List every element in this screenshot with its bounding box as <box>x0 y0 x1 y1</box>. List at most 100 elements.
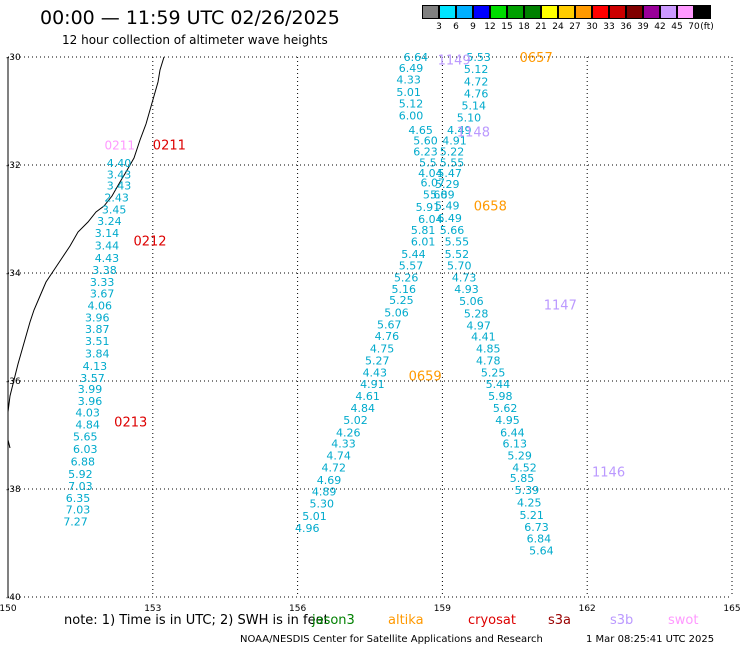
scale-label: 30 <box>586 22 598 32</box>
wave-height-value: 3.14 <box>95 227 120 240</box>
wave-height-value: 6.03 <box>73 443 98 456</box>
pass-time-label: 0213 <box>114 416 147 431</box>
wave-height-value: 5.53 <box>466 51 491 64</box>
wave-height-value: 5.64 <box>529 545 554 558</box>
wave-height-value: 3.38 <box>92 264 117 277</box>
wave-height-value: 5.52 <box>445 248 470 261</box>
wave-height-value: 5.47 <box>437 167 462 180</box>
scale-swatch <box>694 5 711 19</box>
wave-height-value: 3.67 <box>90 288 115 301</box>
wave-height-value: 4.91 <box>442 135 467 148</box>
scale-swatch <box>643 5 660 19</box>
scale-swatch <box>575 5 592 19</box>
wave-height-value: 5.12 <box>464 63 489 76</box>
wave-height-value: 5.16 <box>392 283 417 296</box>
wave-height-value: 3.33 <box>90 276 115 289</box>
wave-height-value: 6.35 <box>66 492 91 505</box>
wave-height-value: 5.10 <box>457 111 482 124</box>
generated-timestamp: 1 Mar 08:25:41 UTC 2025 <box>586 634 715 645</box>
wave-height-value: 4.49 <box>447 124 472 137</box>
scale-label: 6 <box>453 22 459 32</box>
footer-note: note: 1) Time is in UTC; 2) SWH is in fe… <box>64 613 329 628</box>
scale-swatch <box>524 5 541 19</box>
scale-swatch <box>677 5 694 19</box>
wave-height-value: 5.92 <box>68 468 93 481</box>
scale-label: 24 <box>552 22 564 32</box>
pass-time-label: 0212 <box>133 235 166 250</box>
pass-time-label: 0211 <box>105 138 136 152</box>
wave-height-value: 4.75 <box>370 343 395 356</box>
wave-height-value: 5.26 <box>394 271 419 284</box>
y-tick-label: -38 <box>6 485 21 495</box>
coastline <box>7 56 165 413</box>
wave-height-value: 4.72 <box>464 75 489 88</box>
wave-height-value: 2.43 <box>104 191 129 204</box>
scale-unit: (ft) <box>700 22 714 32</box>
scale-label: 12 <box>484 22 496 32</box>
x-tick-label: 153 <box>144 604 161 614</box>
scale-swatch <box>626 5 643 19</box>
wave-height-value: 5.57 <box>399 259 424 272</box>
scale-swatch <box>592 5 609 19</box>
pass-time-label: 1146 <box>592 466 625 481</box>
pass-time-label: 0657 <box>520 51 553 66</box>
wave-height-value: 4.69 <box>317 474 342 487</box>
wave-height-value: 5.39 <box>515 484 540 497</box>
wave-height-value: 4.76 <box>375 330 400 343</box>
wave-height-value: 5.89 <box>430 189 455 202</box>
scale-swatch <box>473 5 490 19</box>
wave-height-value: 4.03 <box>75 406 100 419</box>
wave-height-value: 4.78 <box>476 354 501 367</box>
scale-label: 70 <box>688 22 700 32</box>
x-tick-label: 162 <box>579 604 596 614</box>
scale-label: 18 <box>518 22 530 32</box>
wave-height-value: 4.76 <box>464 88 489 101</box>
wave-height-value: 4.85 <box>476 343 501 356</box>
wave-height-value: 5.66 <box>440 224 465 237</box>
wave-height-value: 4.73 <box>452 271 477 284</box>
scale-label: 45 <box>671 22 683 32</box>
x-tick-label: 156 <box>289 604 306 614</box>
wave-height-value: 5.28 <box>464 308 489 321</box>
wave-height-value: 4.65 <box>408 124 433 137</box>
wave-height-value: 5.25 <box>481 366 506 379</box>
pass-time-label: 1147 <box>544 298 577 313</box>
wave-height-value: 4.25 <box>517 497 542 510</box>
scale-swatch <box>609 5 626 19</box>
wave-height-value: 3.96 <box>78 395 103 408</box>
y-tick-label: -40 <box>6 593 21 603</box>
wave-height-value: 4.89 <box>312 486 337 499</box>
wave-height-value: 5.06 <box>384 306 409 319</box>
wave-height-value: 5.55 <box>440 156 465 169</box>
wave-height-value: 4.33 <box>396 74 421 87</box>
scale-swatch <box>660 5 677 19</box>
y-tick-label: -32 <box>6 161 21 171</box>
wave-height-value: 5.21 <box>519 509 544 522</box>
wave-height-value: 5.70 <box>447 259 472 272</box>
wave-height-value: 5.62 <box>493 402 518 415</box>
wave-height-value: 6.64 <box>404 51 429 64</box>
wave-height-value: 4.84 <box>75 419 100 432</box>
wave-height-value: 4.91 <box>360 378 385 391</box>
wave-height-value: 5.06 <box>459 295 484 308</box>
x-tick-label: 159 <box>434 604 451 614</box>
scale-swatch <box>541 5 558 19</box>
wave-height-value: 5.60 <box>413 135 438 148</box>
pass-time-label: 0659 <box>409 370 442 385</box>
scale-swatch <box>558 5 575 19</box>
wave-height-value: 4.52 <box>512 461 537 474</box>
wave-height-value: 5.29 <box>435 178 460 191</box>
satellite-s3a: s3a <box>548 613 572 628</box>
scale-label: 9 <box>470 22 476 32</box>
wave-height-value: 5.12 <box>399 97 424 110</box>
wave-height-value: 4.93 <box>454 283 479 296</box>
wave-height-value: 3.57 <box>80 372 105 385</box>
wave-height-value: 6.07 <box>420 176 445 189</box>
scale-swatch <box>456 5 473 19</box>
wave-height-value: 6.88 <box>71 455 96 468</box>
wave-height-value: 5.65 <box>73 431 98 444</box>
wave-height-value: 5.01 <box>302 510 327 523</box>
y-tick-label: -34 <box>6 269 21 279</box>
scale-swatch <box>422 5 439 19</box>
